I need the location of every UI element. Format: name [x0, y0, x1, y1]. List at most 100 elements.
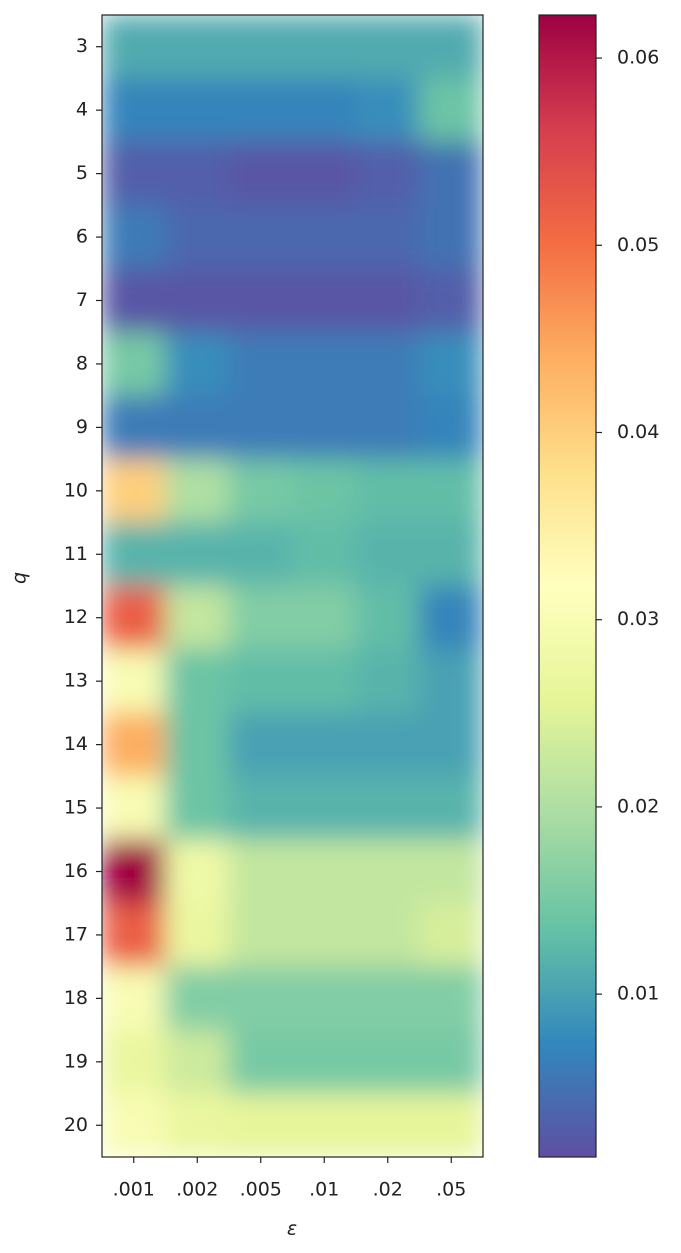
heatmap-cell: [355, 1029, 420, 1095]
y-tick-label: 20: [64, 1114, 88, 1136]
colorbar-tick-label: 0.06: [617, 47, 659, 69]
heatmap-cell: [355, 585, 420, 650]
heatmap-cell: [292, 395, 357, 460]
heatmap-cell: [355, 966, 420, 1031]
y-tick-label: 6: [76, 226, 88, 248]
heatmap-cell: [228, 522, 293, 587]
heatmap-cell: [228, 966, 293, 1031]
heatmap-cell: [228, 204, 293, 270]
heatmap-cell: [228, 839, 293, 904]
heatmap-cell: [102, 966, 166, 1031]
heatmap-cell: [228, 902, 293, 968]
heatmap-cell: [292, 775, 357, 841]
heatmap-cell: [292, 331, 357, 397]
heatmap-cell: [228, 648, 293, 714]
heatmap-cell: [419, 775, 483, 841]
heatmap-cell: [165, 268, 230, 333]
y-tick-label: 3: [76, 35, 88, 57]
plot-frame: [101, 14, 484, 1158]
x-tick-label: .01: [309, 1179, 339, 1201]
heatmap-cell: [355, 902, 420, 968]
heatmap-cell: [165, 712, 230, 777]
y-tick-label: 10: [64, 479, 88, 501]
heatmap-cell: [355, 141, 420, 206]
heatmap-cell: [292, 1029, 357, 1095]
heatmap-cell: [419, 648, 483, 714]
x-tick-label: .001: [113, 1179, 155, 1201]
heatmap-cell: [419, 395, 483, 460]
colorbar-tick-label: 0.05: [617, 234, 659, 256]
heatmap-cell: [165, 15, 230, 79]
heatmap-cell: [355, 712, 420, 777]
heatmap-cell: [165, 458, 230, 524]
heatmap-cell: [102, 331, 166, 397]
heatmap-cell: [165, 839, 230, 904]
heatmap-cell: [165, 648, 230, 714]
heatmap-cell: [228, 15, 293, 79]
heatmap-cell: [102, 395, 166, 460]
heatmap-cell: [292, 204, 357, 270]
y-tick-label: 14: [64, 733, 88, 755]
heatmap-cell: [355, 648, 420, 714]
heatmap-cell: [102, 141, 166, 206]
y-tick-label: 12: [64, 606, 88, 628]
x-tick-label: .02: [373, 1179, 403, 1201]
heatmap-cell: [355, 77, 420, 143]
heatmap-cell: [419, 712, 483, 777]
x-axis-label: ε: [287, 1218, 297, 1240]
heatmap-cell: [292, 522, 357, 587]
heatmap-cell: [102, 775, 166, 841]
heatmap-cell: [419, 204, 483, 270]
heatmap-cell: [165, 141, 230, 206]
heatmap-cell: [355, 458, 420, 524]
y-tick-label: 11: [64, 543, 88, 565]
heatmap-cell: [355, 395, 420, 460]
heatmap-cell: [292, 712, 357, 777]
heatmap-cell: [228, 712, 293, 777]
y-tick-label: 7: [76, 289, 88, 311]
y-tick-label: 17: [64, 923, 88, 945]
heatmap-cell: [419, 141, 483, 206]
heatmap-cell: [292, 268, 357, 333]
heatmap-cell: [228, 775, 293, 841]
colorbar-tick-label: 0.01: [617, 983, 659, 1005]
heatmap-cell: [102, 902, 166, 968]
heatmap-cell: [292, 585, 357, 650]
heatmap-cell: [228, 585, 293, 650]
heatmap-cell: [165, 522, 230, 587]
heatmap-cell: [228, 1093, 293, 1157]
y-tick-label: 19: [64, 1050, 88, 1072]
colorbar-tick-label: 0.03: [617, 608, 659, 630]
y-tick-label: 9: [76, 416, 88, 438]
heatmap-cell: [165, 204, 230, 270]
heatmap-cell: [419, 522, 483, 587]
heatmap-cell: [165, 77, 230, 143]
heatmap-cell: [165, 1093, 230, 1157]
heatmap-cell: [165, 1029, 230, 1095]
heatmap-cell: [102, 15, 166, 79]
heatmap-cell: [165, 331, 230, 397]
heatmap-cell: [165, 966, 230, 1031]
heatmap-cell: [292, 15, 357, 79]
heatmap-cell: [102, 522, 166, 587]
heatmap-cell: [355, 839, 420, 904]
heatmap-cell: [102, 648, 166, 714]
plot-area: [102, 15, 483, 1157]
heatmap-cell: [228, 268, 293, 333]
heatmap-cell: [419, 458, 483, 524]
heatmap-cell: [355, 204, 420, 270]
heatmap-cell: [292, 648, 357, 714]
y-tick-label: 16: [64, 860, 88, 882]
heatmap-cell: [419, 902, 483, 968]
heatmap-cell: [292, 839, 357, 904]
heatmap-cell: [292, 966, 357, 1031]
heatmap-cell: [102, 712, 166, 777]
x-tick-label: .002: [176, 1179, 218, 1201]
heatmap-cell: [355, 775, 420, 841]
heatmap-cell: [419, 839, 483, 904]
heatmap-cell: [102, 204, 166, 270]
heatmap-cells: [102, 15, 483, 1157]
heatmap-cell: [102, 458, 166, 524]
heatmap-cell: [292, 141, 357, 206]
heatmap-cell: [419, 268, 483, 333]
